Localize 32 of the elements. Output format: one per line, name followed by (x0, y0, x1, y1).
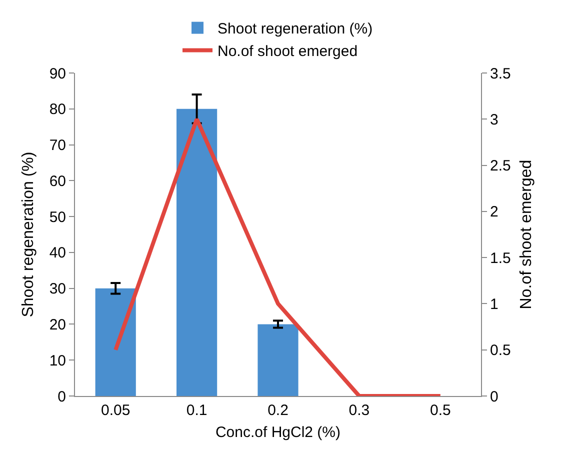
y-tick-label: 80 (49, 101, 66, 118)
y-tick-label: 30 (49, 280, 66, 298)
legend-label: No.of shoot emerged (218, 43, 358, 60)
bar (258, 324, 298, 396)
y2-tick-label: 2.5 (490, 158, 511, 175)
x-axis-title: Conc.of HgCl2 (%) (215, 424, 341, 441)
y-tick-label: 60 (49, 172, 66, 190)
y-tick-label: 0 (58, 388, 66, 406)
y2-axis-title: No.of shoot emerged (518, 160, 535, 310)
x-tick-label: 0.2 (268, 402, 288, 419)
y2-tick-label: 0.5 (490, 342, 511, 360)
x-tick-label: 0.05 (101, 402, 130, 419)
y2-tick-label: 3.5 (490, 65, 511, 82)
y-tick-label: 10 (49, 352, 66, 370)
y-tick-label: 50 (49, 208, 66, 226)
y2-tick-label: 1 (490, 296, 498, 313)
y-tick-label: 70 (49, 137, 66, 154)
bar (176, 108, 218, 396)
x-tick-label: 0.3 (348, 402, 370, 419)
legend-label: Shoot regeneration (%) (218, 20, 373, 38)
y2-tick-label: 1.5 (490, 250, 511, 267)
x-tick-label: 0.5 (430, 402, 451, 419)
y-tick-label: 90 (49, 65, 66, 82)
y2-tick-label: 2 (490, 204, 498, 221)
y2-tick-label: 3 (490, 111, 498, 128)
y-tick-label: 20 (49, 316, 66, 334)
x-tick-label: 0.1 (186, 402, 208, 419)
y-axis-title: Shoot regeneration (%) (20, 152, 37, 318)
y2-tick-label: 0 (490, 388, 498, 406)
bar (95, 288, 136, 396)
line-series (114, 117, 442, 396)
y-tick-label: 40 (49, 244, 66, 262)
